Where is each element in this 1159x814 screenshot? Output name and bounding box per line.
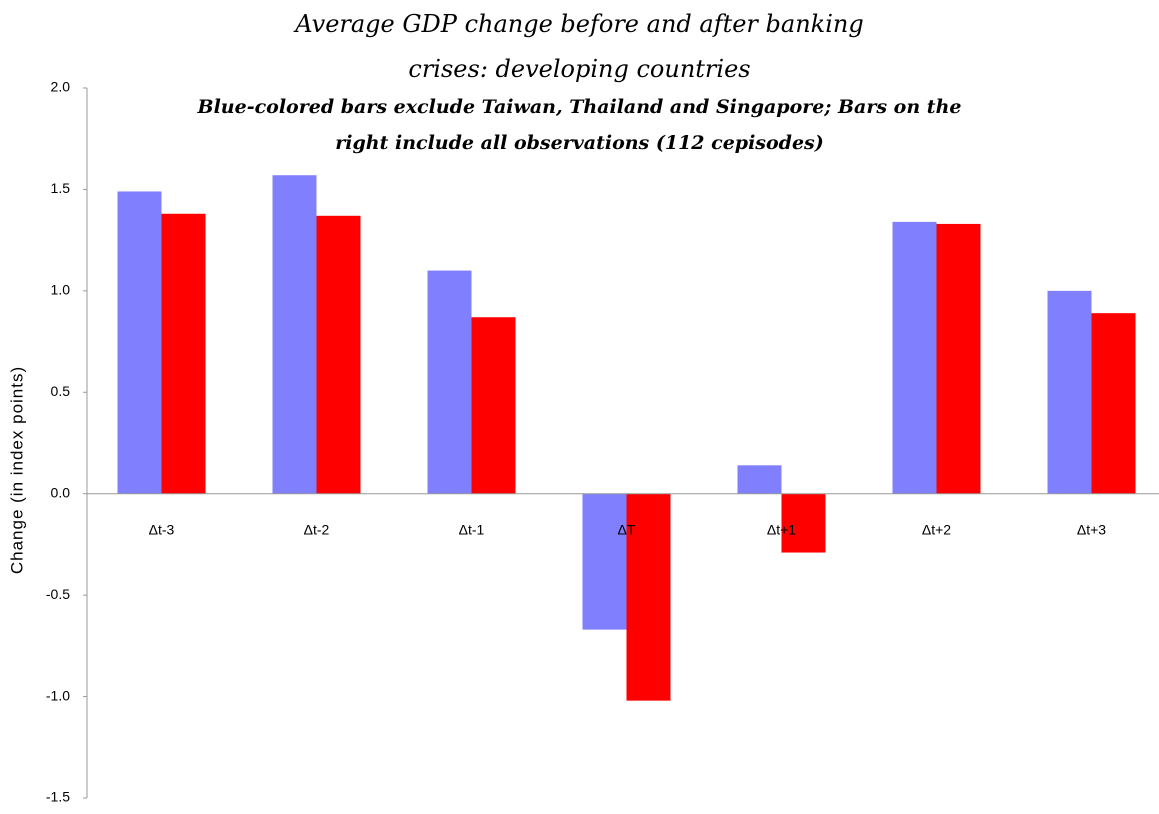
bar	[936, 223, 981, 494]
chart-subtitle: Blue-colored bars exclude Taiwan, Thaila…	[197, 96, 962, 154]
bar	[626, 493, 671, 701]
bar	[892, 221, 937, 494]
x-tick-label: Δt-1	[459, 521, 485, 537]
bar	[781, 493, 826, 553]
y-tick-label: 0.0	[51, 484, 71, 500]
bar	[1091, 313, 1136, 494]
x-tick-label: Δt+2	[922, 521, 951, 537]
bar	[117, 191, 162, 494]
bar	[161, 213, 206, 494]
bar	[582, 493, 627, 630]
bar	[427, 270, 472, 494]
y-tick-label: 1.0	[51, 282, 71, 298]
y-tick-label: -1.0	[46, 687, 70, 703]
x-tick-label: Δt-2	[304, 521, 330, 537]
y-tick-label: 2.0	[51, 79, 71, 95]
x-tick-label: Δt-3	[149, 521, 175, 537]
y-axis-label: Change (in index points)	[7, 366, 26, 574]
y-tick-label: 1.5	[51, 180, 71, 196]
bar	[1047, 290, 1092, 494]
bar	[316, 215, 361, 494]
bar	[737, 465, 782, 494]
bar	[471, 317, 516, 494]
y-tick-label: -0.5	[46, 586, 70, 602]
chart-title: Average GDP change before and after bank…	[295, 10, 864, 83]
x-tick-label: Δt+1	[767, 521, 796, 537]
x-tick-label: Δt+3	[1077, 521, 1106, 537]
x-tick-label: ΔT	[618, 521, 636, 537]
y-tick-label: -1.5	[46, 789, 70, 805]
bar	[272, 175, 317, 494]
y-tick-label: 0.5	[51, 383, 71, 399]
